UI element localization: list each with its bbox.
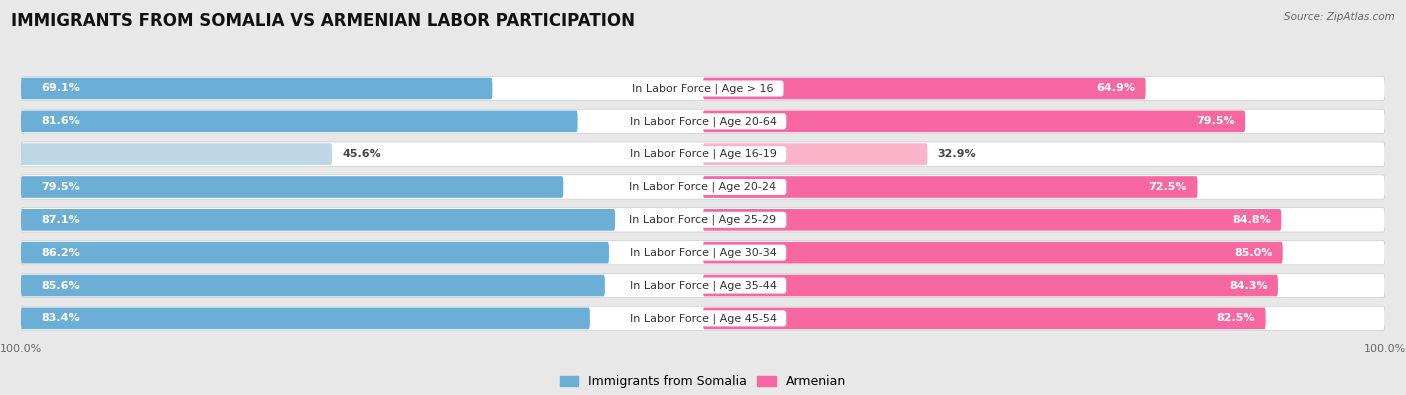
FancyBboxPatch shape [21, 143, 332, 165]
FancyBboxPatch shape [21, 109, 1385, 134]
FancyBboxPatch shape [21, 176, 564, 198]
Text: 85.6%: 85.6% [42, 280, 80, 290]
FancyBboxPatch shape [703, 143, 928, 165]
Text: 85.0%: 85.0% [1234, 248, 1272, 258]
FancyBboxPatch shape [21, 175, 1385, 199]
FancyBboxPatch shape [703, 308, 1265, 329]
Text: In Labor Force | Age 45-54: In Labor Force | Age 45-54 [623, 313, 783, 324]
FancyBboxPatch shape [21, 273, 1385, 298]
FancyBboxPatch shape [703, 209, 1281, 231]
FancyBboxPatch shape [21, 111, 578, 132]
FancyBboxPatch shape [703, 275, 1278, 296]
FancyBboxPatch shape [21, 78, 492, 99]
Text: In Labor Force | Age > 16: In Labor Force | Age > 16 [626, 83, 780, 94]
Text: IMMIGRANTS FROM SOMALIA VS ARMENIAN LABOR PARTICIPATION: IMMIGRANTS FROM SOMALIA VS ARMENIAN LABO… [11, 12, 636, 30]
Text: In Labor Force | Age 20-24: In Labor Force | Age 20-24 [623, 182, 783, 192]
Text: Source: ZipAtlas.com: Source: ZipAtlas.com [1284, 12, 1395, 22]
FancyBboxPatch shape [21, 275, 605, 296]
Text: 86.2%: 86.2% [42, 248, 80, 258]
Text: 84.8%: 84.8% [1232, 215, 1271, 225]
Text: 79.5%: 79.5% [42, 182, 80, 192]
Text: 79.5%: 79.5% [1197, 117, 1234, 126]
Text: In Labor Force | Age 16-19: In Labor Force | Age 16-19 [623, 149, 783, 160]
FancyBboxPatch shape [21, 306, 1385, 331]
FancyBboxPatch shape [703, 78, 1146, 99]
Text: In Labor Force | Age 20-64: In Labor Force | Age 20-64 [623, 116, 783, 126]
Text: In Labor Force | Age 30-34: In Labor Force | Age 30-34 [623, 247, 783, 258]
FancyBboxPatch shape [21, 208, 1385, 232]
Text: 83.4%: 83.4% [42, 313, 80, 324]
Text: 87.1%: 87.1% [42, 215, 80, 225]
FancyBboxPatch shape [21, 142, 1385, 166]
FancyBboxPatch shape [703, 111, 1246, 132]
FancyBboxPatch shape [21, 76, 1385, 101]
FancyBboxPatch shape [703, 176, 1198, 198]
FancyBboxPatch shape [703, 242, 1282, 263]
Text: 82.5%: 82.5% [1216, 313, 1256, 324]
FancyBboxPatch shape [21, 209, 614, 231]
Text: 32.9%: 32.9% [938, 149, 976, 159]
Text: In Labor Force | Age 35-44: In Labor Force | Age 35-44 [623, 280, 783, 291]
FancyBboxPatch shape [21, 242, 609, 263]
FancyBboxPatch shape [21, 241, 1385, 265]
Legend: Immigrants from Somalia, Armenian: Immigrants from Somalia, Armenian [555, 371, 851, 393]
FancyBboxPatch shape [21, 308, 591, 329]
Text: 45.6%: 45.6% [342, 149, 381, 159]
Text: In Labor Force | Age 25-29: In Labor Force | Age 25-29 [623, 214, 783, 225]
Text: 72.5%: 72.5% [1149, 182, 1187, 192]
Text: 64.9%: 64.9% [1097, 83, 1135, 94]
Text: 81.6%: 81.6% [42, 117, 80, 126]
Text: 69.1%: 69.1% [42, 83, 80, 94]
Text: 84.3%: 84.3% [1229, 280, 1268, 290]
